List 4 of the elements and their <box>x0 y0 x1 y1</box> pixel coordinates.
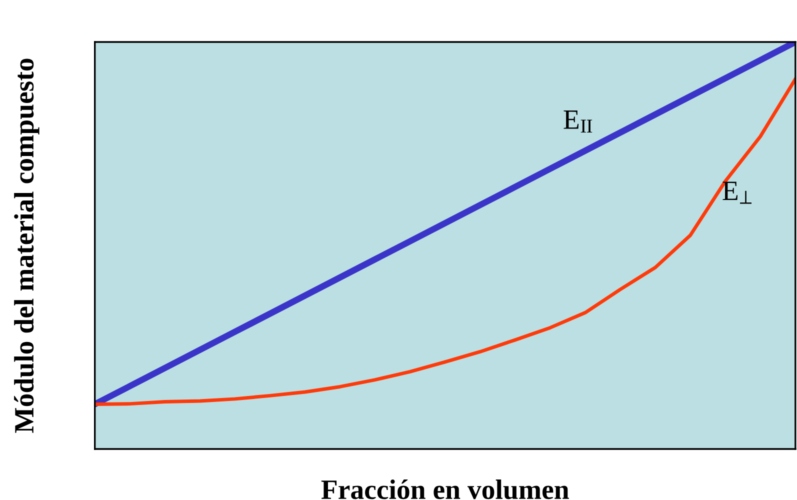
x-axis-title: Fracción en volumen <box>321 480 569 500</box>
y-axis-title: Módulo del material compuesto <box>14 58 40 433</box>
series-label: E$_{⊥}$ <box>722 182 752 204</box>
series-label: E$_{II}$ <box>564 110 592 133</box>
